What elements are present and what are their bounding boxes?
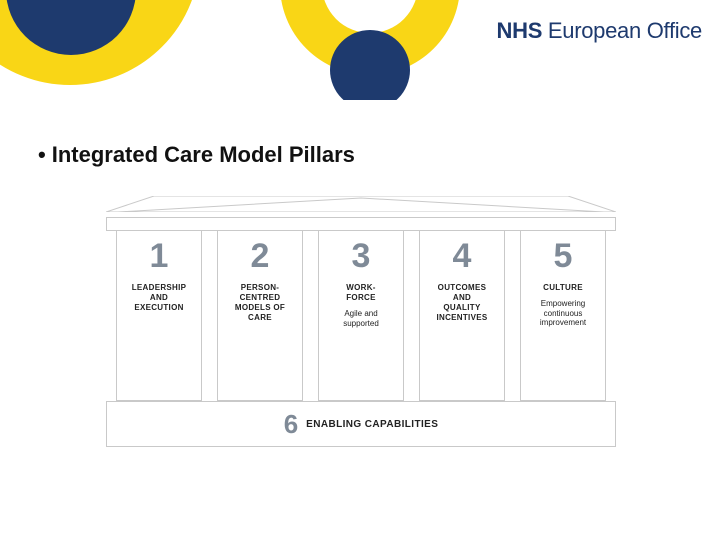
brand-title: NHS European Office	[497, 18, 702, 44]
pillars-diagram: 1 LEADERSHIPANDEXECUTION 2 PERSON-CENTRE…	[106, 196, 616, 447]
pillar-label: WORK-FORCE	[343, 283, 379, 303]
brand-regular: European Office	[542, 18, 702, 43]
pillar-number: 2	[251, 239, 270, 273]
pillar-sub: Agile andsupported	[343, 309, 379, 328]
slide-title: Integrated Care Model Pillars	[52, 142, 355, 167]
base-number: 6	[284, 409, 298, 440]
pillar-number: 1	[150, 239, 169, 273]
slide-title-row: •Integrated Care Model Pillars	[38, 142, 720, 168]
pillar-number: 4	[453, 239, 472, 273]
temple-ceiling	[106, 217, 616, 231]
bullet-icon: •	[38, 142, 46, 167]
pillar-label: LEADERSHIPANDEXECUTION	[129, 283, 190, 313]
pillar-number: 5	[554, 239, 573, 273]
pillar-1: 1 LEADERSHIPANDEXECUTION	[116, 231, 202, 401]
pillar-2: 2 PERSON-CENTREDMODELS OFCARE	[217, 231, 303, 401]
brand-bold: NHS	[497, 18, 543, 43]
pillar-label: OUTCOMESANDQUALITYINCENTIVES	[433, 283, 490, 323]
pillar-number: 3	[352, 239, 371, 273]
logo-blue-circle-small	[330, 30, 410, 100]
pillar-sub: Empoweringcontinuousimprovement	[540, 299, 586, 328]
temple-roof	[106, 196, 616, 212]
base-label: ENABLING CAPABILITIES	[306, 419, 438, 430]
pillar-4: 4 OUTCOMESANDQUALITYINCENTIVES	[419, 231, 505, 401]
pillar-label: PERSON-CENTREDMODELS OFCARE	[232, 283, 288, 323]
temple-base: 6 ENABLING CAPABILITIES	[106, 401, 616, 447]
pillar-label: CULTURE	[540, 283, 586, 293]
header-region: NHS European Office	[0, 0, 720, 100]
pillars-row: 1 LEADERSHIPANDEXECUTION 2 PERSON-CENTRE…	[106, 231, 616, 401]
pillar-5: 5 CULTURE Empoweringcontinuousimprovemen…	[520, 231, 606, 401]
pillar-3: 3 WORK-FORCE Agile andsupported	[318, 231, 404, 401]
